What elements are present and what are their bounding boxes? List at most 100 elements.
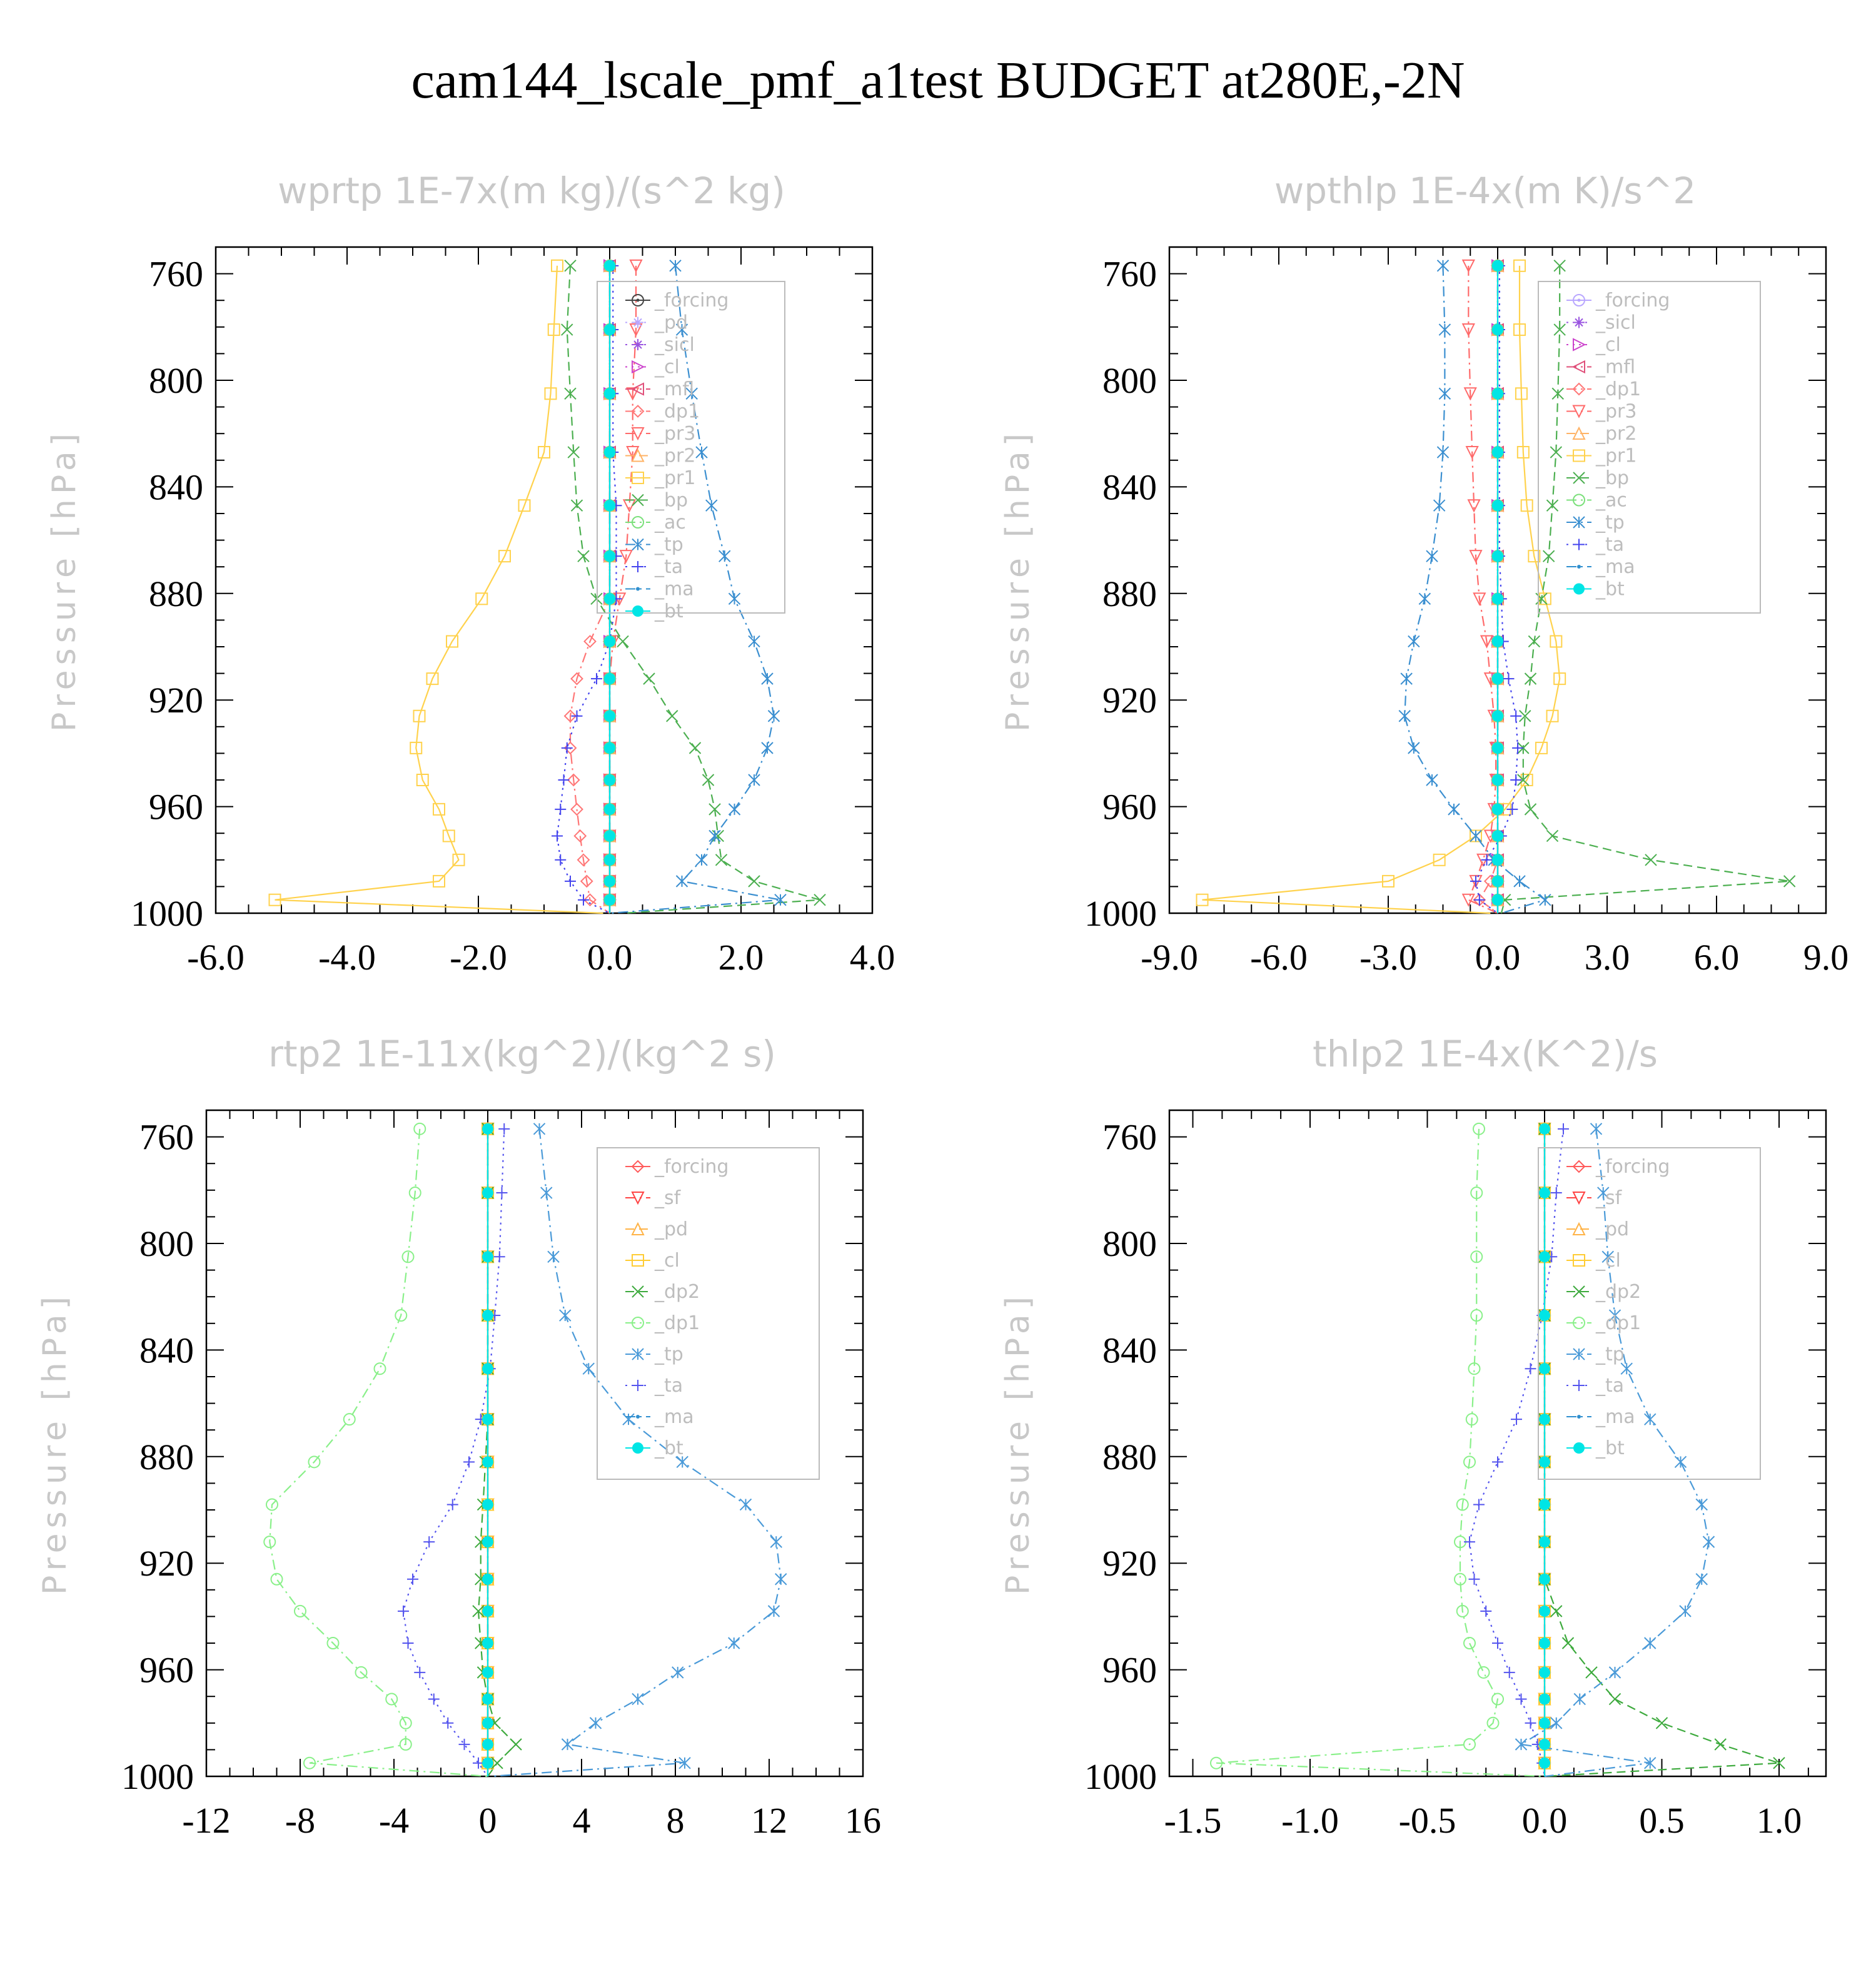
data-point <box>675 323 688 336</box>
x-tick-label: -3.0 <box>1359 937 1417 978</box>
data-point <box>728 803 741 816</box>
legend-marker <box>636 1415 640 1419</box>
y-tick-label: 800 <box>1102 360 1157 401</box>
data-point <box>1539 1310 1550 1322</box>
x-tick-label: -1.0 <box>1281 1800 1339 1841</box>
x-tick-label: 8 <box>667 1800 685 1841</box>
x-tick-label: 9.0 <box>1803 937 1849 978</box>
series-dp1 <box>263 1122 488 1778</box>
data-point <box>1528 550 1541 563</box>
data-point <box>1608 1666 1621 1679</box>
legend-marker <box>1577 1415 1581 1419</box>
data-point <box>355 1666 368 1679</box>
legend-label: _sicl <box>654 334 695 356</box>
legend-label: _bt <box>1595 1437 1625 1459</box>
y-tick-label: 800 <box>139 1223 194 1264</box>
data-point <box>604 550 615 562</box>
series-tp <box>1515 1123 1715 1778</box>
data-point <box>1553 260 1566 272</box>
data-point <box>643 672 655 685</box>
legend-entry: _ma <box>1566 1406 1635 1428</box>
legend-label: _ac <box>1595 490 1627 512</box>
data-point <box>1464 1536 1475 1548</box>
legend-entry: _cl <box>625 357 680 378</box>
data-point <box>1465 1413 1478 1426</box>
legend-marker <box>632 605 643 617</box>
y-axis-label: Pressure [hPa] <box>46 428 83 732</box>
data-point <box>1400 672 1413 685</box>
data-point <box>1585 1666 1598 1679</box>
legend-entry: _pd <box>1566 1218 1629 1240</box>
data-point <box>1546 829 1559 843</box>
data-point <box>410 741 423 754</box>
x-tick-label: -4.0 <box>318 937 376 978</box>
y-axis-label: Pressure [hPa] <box>36 1292 74 1595</box>
series-bp <box>1498 260 1796 914</box>
data-point <box>1553 672 1566 686</box>
legend-marker <box>631 1192 645 1205</box>
data-point <box>1461 259 1475 273</box>
data-point <box>589 1717 602 1729</box>
legend-marker <box>1572 1160 1586 1173</box>
legend-label: _bp <box>654 490 688 512</box>
legend-label: _pr1 <box>654 467 695 489</box>
data-point <box>446 635 458 648</box>
data-point <box>1539 1717 1550 1729</box>
data-point <box>1492 260 1503 271</box>
data-point <box>1539 1536 1550 1548</box>
data-point <box>1525 1363 1536 1375</box>
data-point <box>1644 1413 1657 1425</box>
data-point <box>728 1637 740 1649</box>
data-point <box>739 1498 752 1511</box>
series-line <box>1202 265 1561 914</box>
data-point <box>547 1250 560 1263</box>
data-point <box>482 1187 493 1199</box>
series-line <box>1467 265 1498 914</box>
data-point <box>551 259 563 272</box>
data-point <box>622 1413 635 1425</box>
data-point <box>1196 893 1209 906</box>
legend-label: _pr2 <box>654 445 695 467</box>
series-dp2 <box>472 1123 522 1777</box>
legend-marker <box>631 448 645 462</box>
y-tick-label: 760 <box>1102 1117 1157 1158</box>
series-ta <box>1464 1123 1569 1777</box>
data-point <box>452 853 465 866</box>
data-point <box>482 1499 493 1511</box>
data-point <box>1645 854 1657 866</box>
data-point <box>1561 1637 1575 1649</box>
legend-marker <box>1573 316 1585 328</box>
legend-label: _dp2 <box>1595 1281 1641 1303</box>
data-point <box>695 446 708 458</box>
x-tick-label: 6.0 <box>1694 937 1740 978</box>
data-point <box>1492 1456 1503 1468</box>
legend-label: _ac <box>654 512 686 534</box>
data-point <box>1644 1756 1657 1769</box>
legend-marker <box>1573 1317 1585 1329</box>
data-point <box>604 673 615 685</box>
data-point <box>1520 499 1533 512</box>
data-point <box>1492 742 1503 754</box>
series-pr1 <box>268 259 603 914</box>
series-line <box>477 1128 517 1777</box>
data-point <box>482 1310 493 1322</box>
data-point <box>672 1666 684 1679</box>
legend-box <box>1538 1147 1761 1480</box>
legend-label: _dp1 <box>1595 378 1641 400</box>
data-point <box>1513 323 1526 337</box>
data-point <box>748 635 760 648</box>
data-point <box>669 260 682 272</box>
data-point <box>482 1414 493 1425</box>
data-point <box>604 710 615 722</box>
data-point <box>678 1756 691 1769</box>
data-point <box>578 894 589 906</box>
legend-entry: _sf <box>1566 1187 1623 1209</box>
y-tick-label: 800 <box>1102 1223 1157 1264</box>
data-point <box>1426 774 1438 786</box>
y-tick-label: 840 <box>1102 1330 1157 1370</box>
data-point <box>1486 1716 1500 1729</box>
series-line <box>402 1128 505 1777</box>
data-point <box>1551 387 1564 400</box>
legend-label: _dp2 <box>654 1281 700 1303</box>
data-point <box>482 1717 493 1729</box>
